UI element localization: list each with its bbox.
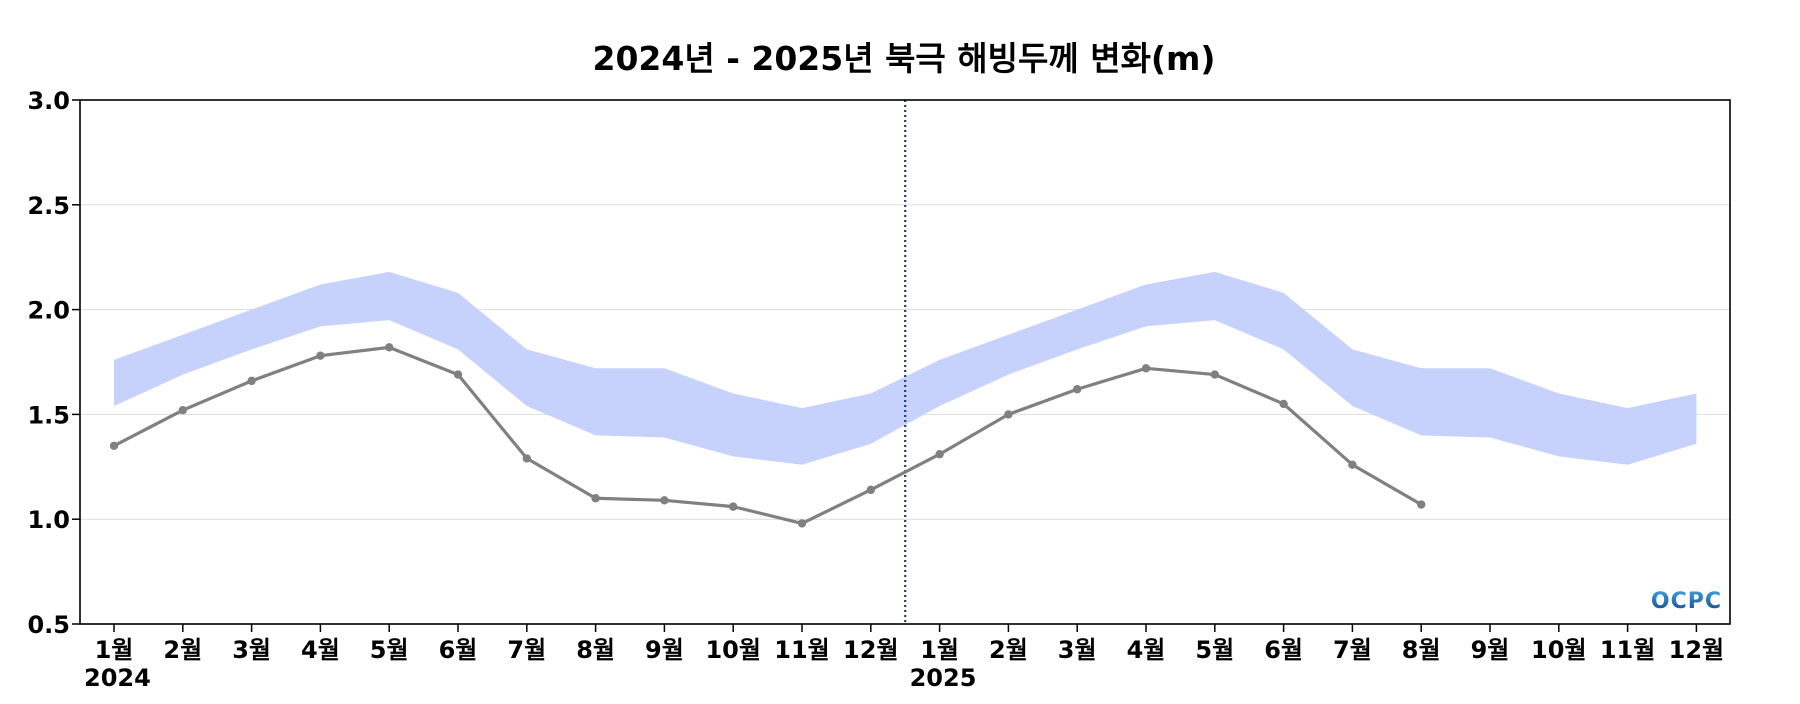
series-point	[729, 502, 738, 511]
y-tick-label: 1.0	[27, 506, 70, 534]
x-tick-label: 3월	[1058, 636, 1097, 664]
x-tick-label: 6월	[1264, 636, 1303, 664]
series-point	[453, 370, 463, 379]
x-tick-label: 11월	[774, 636, 829, 664]
x-tick-label: 7월	[1333, 636, 1372, 664]
series-point	[109, 441, 119, 451]
x-tick-label: 2월	[163, 636, 202, 664]
normal-range-band	[114, 271, 1697, 465]
series-point	[247, 376, 256, 386]
year-label: 2025	[910, 664, 977, 692]
x-tick-label: 12월	[1669, 636, 1724, 664]
series-point	[866, 485, 875, 495]
x-tick-label: 12월	[843, 636, 898, 664]
year-label: 2024	[84, 664, 151, 692]
normal-range-band-group	[114, 271, 1697, 465]
series-point	[522, 454, 531, 463]
series-point	[1004, 410, 1013, 419]
series-point	[1279, 399, 1288, 409]
series-point	[935, 450, 944, 459]
x-tick-label: 4월	[1127, 636, 1166, 664]
year-labels: 2024 2025	[84, 664, 976, 692]
x-axis-ticks: 1월 2월 3월 4월 5월 6월 7월 8월 9월 10월 11월 12월 1월 2월 3월 4월 5월 6월 7…	[95, 624, 1724, 664]
y-tick-label: 0.5	[27, 611, 70, 639]
x-tick-label: 5월	[370, 636, 409, 664]
y-axis-ticks: 3.0 2.5 2.0 1.5 1.0 0.5	[27, 87, 80, 639]
ocpc-logo: OCPC	[1651, 589, 1722, 614]
x-tick-label: 9월	[1471, 636, 1510, 664]
series-point	[1141, 364, 1151, 373]
chart-title: 2024년 - 2025년 북극 해빙두께 변화(m)	[593, 39, 1216, 78]
x-tick-label: 10월	[1531, 636, 1586, 664]
x-tick-label: 11월	[1600, 636, 1655, 664]
x-tick-label: 3월	[232, 636, 271, 664]
x-tick-label: 7월	[507, 636, 546, 664]
series-point	[1210, 370, 1220, 379]
x-tick-label: 1월	[920, 636, 959, 664]
x-tick-label: 8월	[1402, 636, 1441, 664]
series-line	[112, 345, 1423, 525]
series-point	[1073, 385, 1082, 394]
x-tick-label: 5월	[1195, 636, 1234, 664]
plot-frame	[79, 99, 1731, 625]
x-tick-label: 10월	[705, 636, 760, 664]
series-point	[178, 406, 187, 415]
series-line-group	[112, 345, 1423, 525]
series-point	[1417, 500, 1426, 509]
x-tick-label: 9월	[645, 636, 684, 664]
x-tick-label: 8월	[576, 636, 615, 664]
x-tick-label: 6월	[439, 636, 478, 664]
series-point	[660, 496, 669, 505]
series-point	[1348, 460, 1357, 469]
x-tick-label: 4월	[301, 636, 340, 664]
x-tick-label: 2월	[989, 636, 1028, 664]
y-tick-label: 2.5	[27, 192, 70, 220]
y-tick-label: 3.0	[27, 87, 70, 115]
series-point	[316, 351, 325, 360]
y-tick-label: 2.0	[27, 297, 70, 325]
series-point	[591, 494, 600, 503]
x-tick-label: 1월	[95, 636, 134, 664]
series-points-group	[109, 343, 1426, 528]
series-point	[385, 343, 394, 352]
series-point	[797, 519, 807, 528]
y-tick-label: 1.5	[27, 401, 70, 429]
